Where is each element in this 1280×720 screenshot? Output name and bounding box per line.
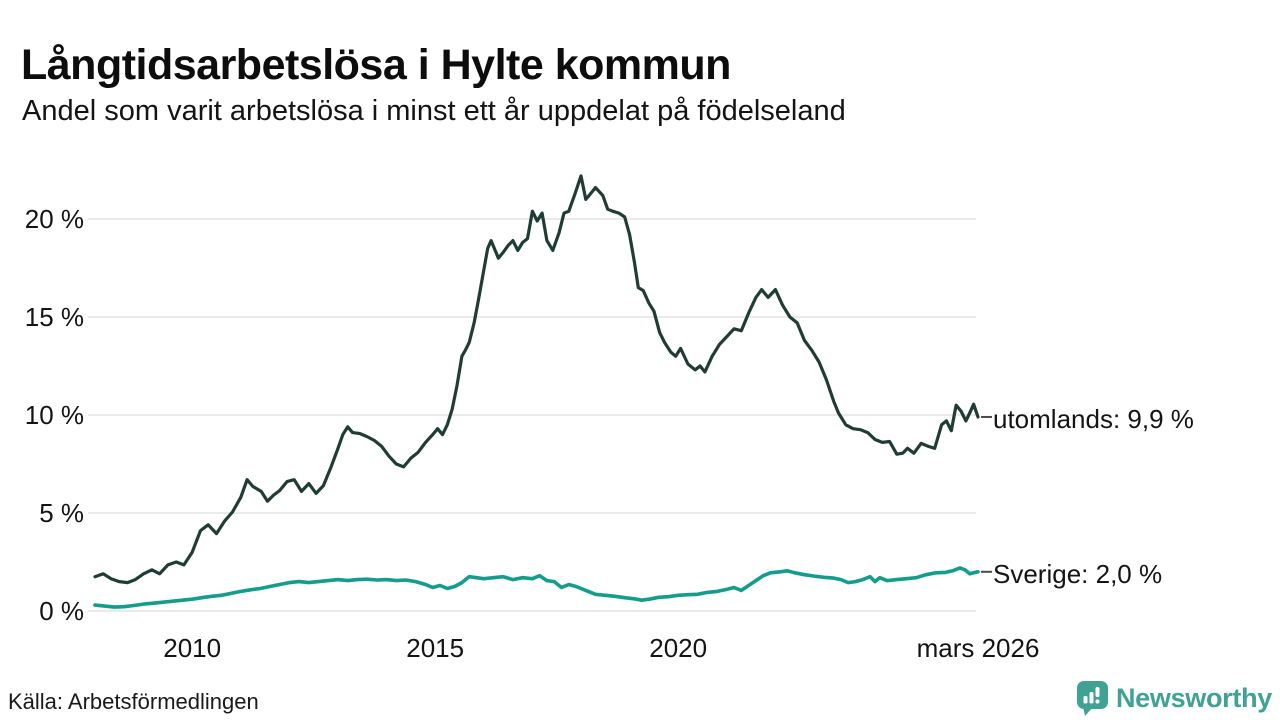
- y-tick-label: 10 %: [25, 400, 84, 430]
- series-line-Sverige: [93, 566, 980, 609]
- newsworthy-logo: Newsworthy: [1076, 679, 1272, 717]
- x-tick-label: 2010: [163, 633, 221, 663]
- series-line-utomlands: [93, 174, 980, 585]
- newsworthy-icon: [1076, 681, 1108, 716]
- source-note: Källa: Arbetsförmedlingen: [8, 689, 259, 714]
- y-tick-label: 20 %: [25, 204, 84, 234]
- x-tick-label: 2020: [649, 633, 707, 663]
- newsworthy-wordmark: Newsworthy: [1115, 682, 1272, 713]
- y-tick-label: 5 %: [39, 498, 84, 528]
- y-tick-label: 15 %: [25, 302, 84, 332]
- y-tick-label: 0 %: [39, 596, 84, 626]
- page-subtitle: Andel som varit arbetslösa i minst ett å…: [22, 95, 846, 127]
- series-end-label-utomlands: utomlands: 9,9 %: [993, 404, 1194, 434]
- series-end-label-sverige: Sverige: 2,0 %: [993, 559, 1163, 589]
- page-title: Långtidsarbetslösa i Hylte kommun: [21, 40, 731, 89]
- x-tick-label: 2015: [406, 633, 464, 663]
- x-tick-label: mars 2026: [917, 633, 1040, 663]
